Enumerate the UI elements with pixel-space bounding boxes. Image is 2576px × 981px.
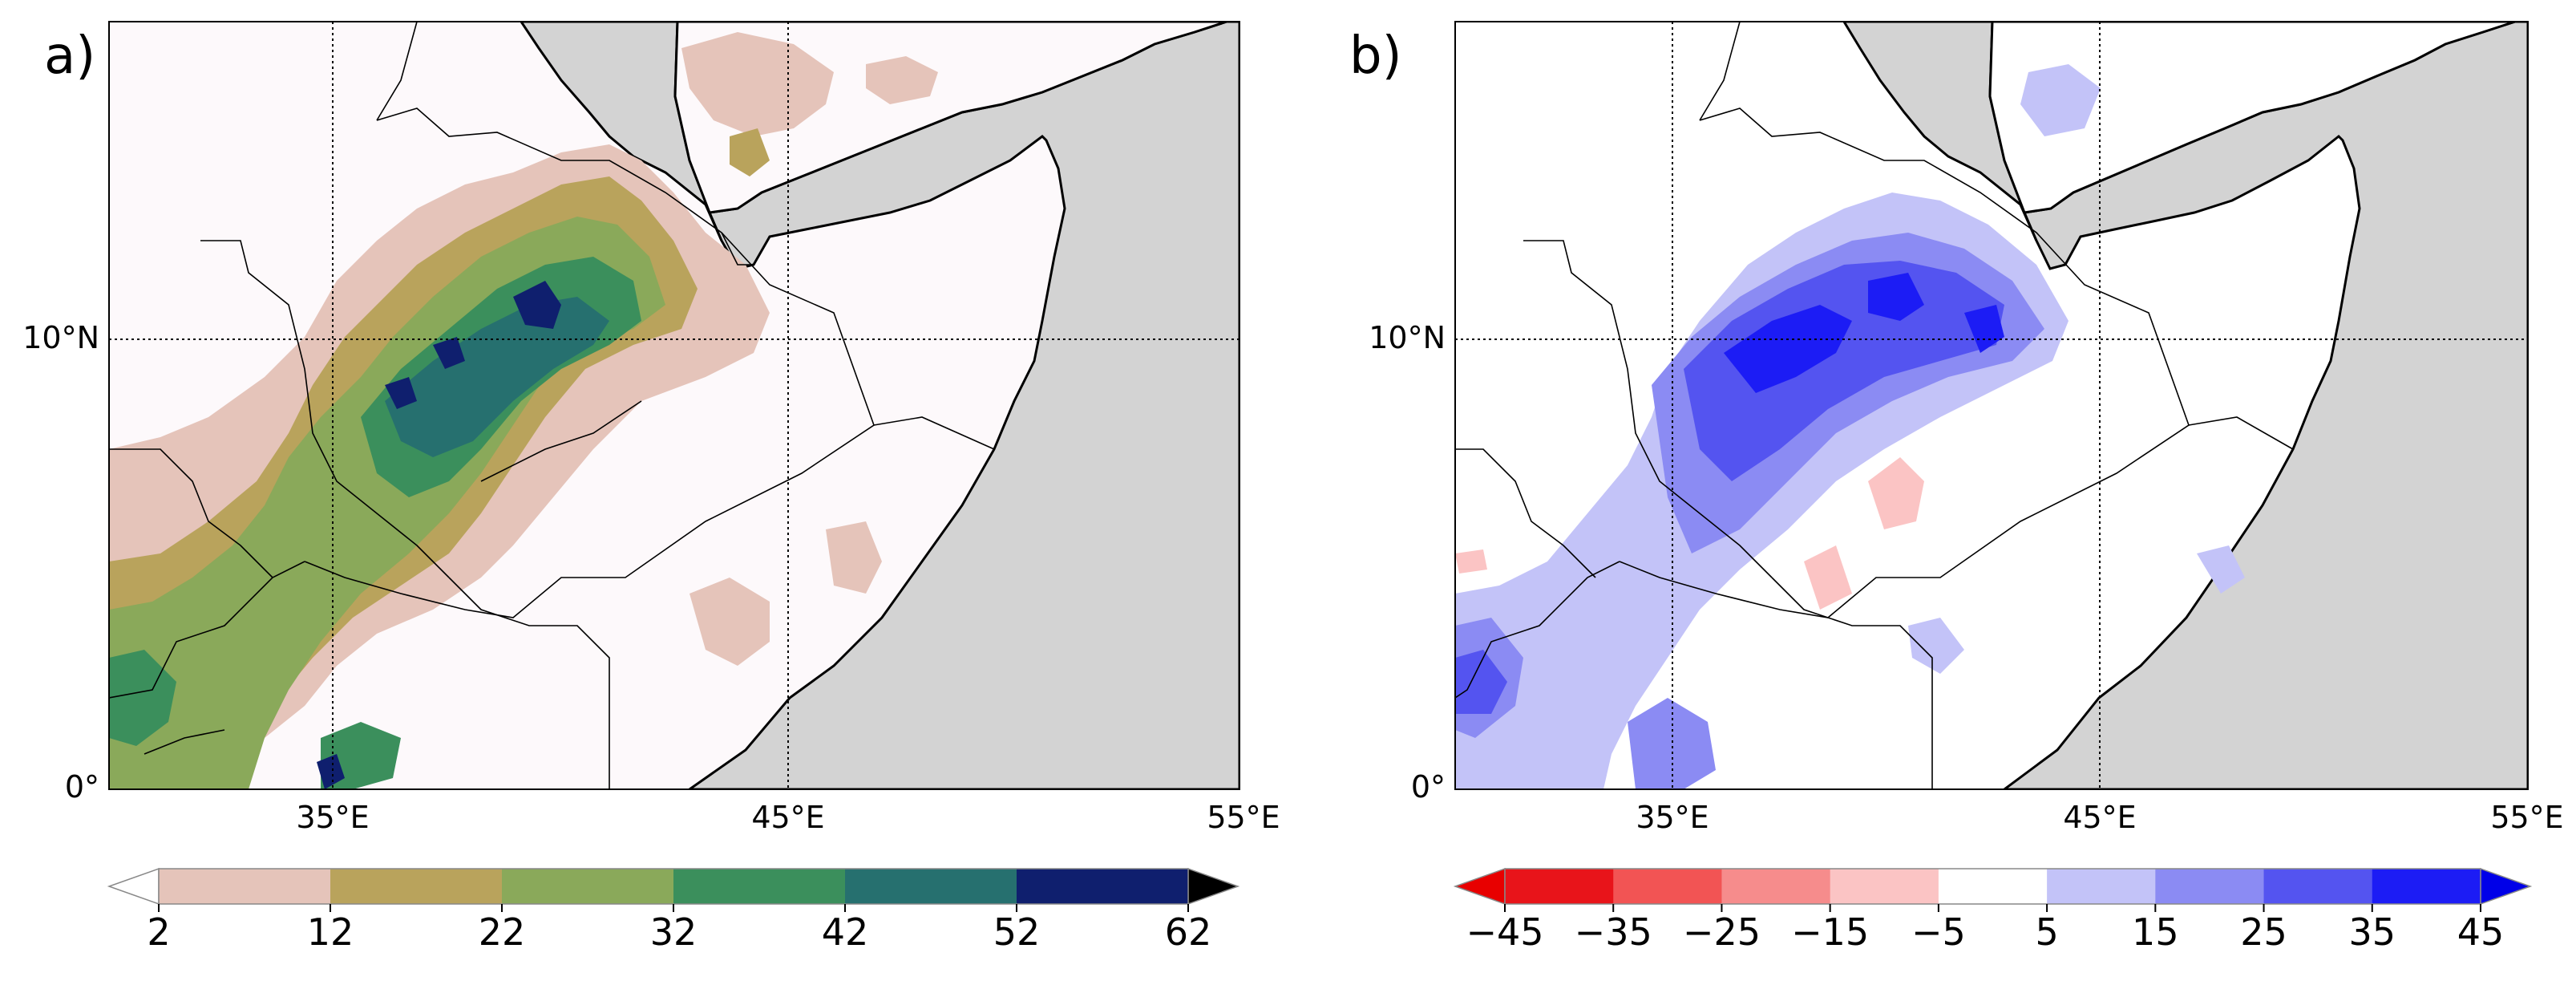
xtick-a-45E: 45°E: [751, 800, 825, 835]
xtick-b-45E: 45°E: [2063, 800, 2137, 835]
colorbar-segment: [845, 869, 1017, 904]
panel-a-label: a): [44, 26, 96, 86]
anomaly-contours-b: [1455, 64, 2245, 789]
colorbar-tick-label: 52: [993, 910, 1041, 954]
colorbar-tick-label: 22: [478, 910, 526, 954]
colorbar-extend-under: [107, 867, 160, 906]
arabian-peninsula-b: [1988, 22, 2516, 214]
ytick-b-10N: 10°N: [1369, 320, 1446, 355]
ytick-b-0: 0°: [1410, 769, 1446, 805]
gridlines-b: [1455, 22, 2528, 789]
colorbar-tick-label: −35: [1574, 910, 1652, 954]
colorbar-segment: [1830, 869, 1939, 904]
colorbar-a: [107, 867, 1240, 912]
map-panel-b: [1455, 22, 2528, 789]
xtick-b-55E: 55°E: [2490, 800, 2564, 835]
colorbar-segment: [1721, 869, 1831, 904]
xtick-a-55E: 55°E: [1207, 800, 1280, 835]
xtick-a-35E: 35°E: [296, 800, 370, 835]
country-borders-b: [1455, 22, 2294, 789]
precip-contours-a: [109, 32, 938, 789]
colorbar-segment: [159, 869, 331, 904]
colorbar-segment: [2372, 869, 2481, 904]
colorbar-b: [1453, 867, 2533, 912]
ytick-a-0: 0°: [64, 769, 99, 805]
colorbar-segment: [2047, 869, 2156, 904]
colorbar-tick-label: 12: [306, 910, 354, 954]
colorbar-tick-label: 15: [2132, 910, 2179, 954]
xtick-b-35E: 35°E: [1636, 800, 1709, 835]
colorbar-tick-label: −25: [1682, 910, 1761, 954]
colorbar-frame: [1504, 868, 2481, 905]
colorbar-tick-label: 2: [147, 910, 171, 954]
colorbar-extend-over: [1187, 867, 1240, 906]
colorbar-tick-label: 45: [2457, 910, 2505, 954]
colorbar-tick-label: 5: [2035, 910, 2059, 954]
panel-b-label: b): [1349, 26, 1402, 86]
country-borders-a: [109, 22, 995, 789]
colorbar-tick-label: 62: [1164, 910, 1212, 954]
colorbar-segment: [1613, 869, 1722, 904]
colorbar-tick-label: −45: [1466, 910, 1544, 954]
colorbar-tick-label: 42: [821, 910, 869, 954]
colorbar-tick-label: 25: [2240, 910, 2287, 954]
colorbar-tick-label: 35: [2348, 910, 2396, 954]
colorbar-tick-label: −5: [1911, 910, 1966, 954]
colorbar-segment: [2155, 869, 2265, 904]
colorbar-segment: [1017, 869, 1189, 904]
colorbar-segment: [1938, 869, 2048, 904]
colorbar-extend-under: [1453, 867, 1506, 906]
colorbar-segment: [673, 869, 846, 904]
colorbar-segment: [2263, 869, 2373, 904]
ytick-a-10N: 10°N: [22, 320, 99, 355]
colorbar-extend-over: [2480, 867, 2533, 906]
frame-a: [108, 21, 1240, 790]
frame-b: [1454, 21, 2529, 790]
colorbar-tick-label: −15: [1791, 910, 1870, 954]
colorbar-segment: [1505, 869, 1614, 904]
colorbar-segment: [330, 869, 503, 904]
gridlines-a: [109, 22, 1239, 789]
map-panel-a: [109, 22, 1239, 789]
colorbar-segment: [502, 869, 674, 904]
colorbar-tick-label: 32: [649, 910, 698, 954]
